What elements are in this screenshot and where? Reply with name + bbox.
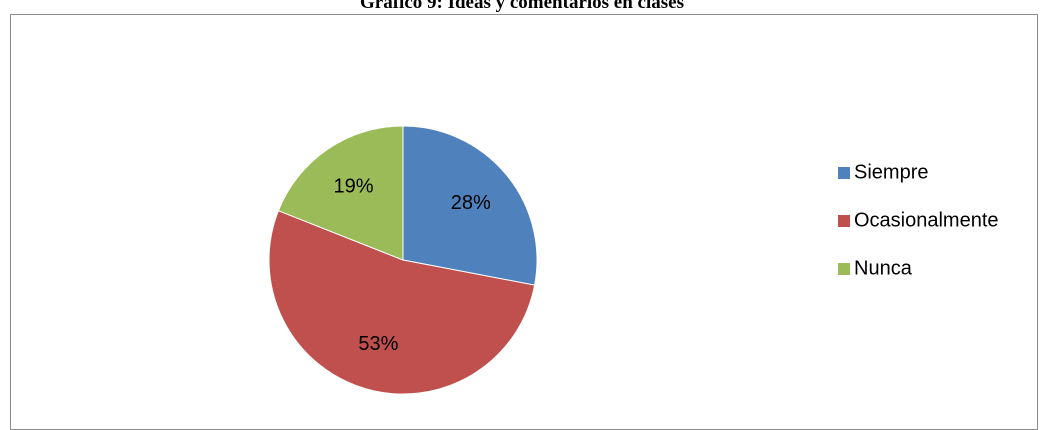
chart-legend: Siempre Ocasionalmente Nunca bbox=[838, 161, 999, 279]
pie-slice-ocasionalmente bbox=[268, 210, 536, 395]
legend-swatch-nunca bbox=[838, 263, 850, 275]
legend-swatch-siempre bbox=[838, 167, 850, 179]
pie-slices bbox=[268, 125, 538, 395]
data-label-nunca: 19% bbox=[334, 175, 374, 197]
data-label-siempre: 28% bbox=[451, 192, 491, 214]
pie-slice-siempre bbox=[402, 125, 538, 286]
legend-label-ocasionalmente: Ocasionalmente bbox=[854, 209, 999, 231]
pie-slice-nunca bbox=[277, 125, 404, 261]
legend-swatch-ocasionalmente bbox=[838, 215, 850, 227]
legend-label-siempre: Siempre bbox=[854, 161, 928, 183]
data-label-ocasionalmente: 53% bbox=[358, 333, 398, 355]
pie-slice-labels: 28% 53% 19% bbox=[334, 175, 492, 354]
legend-label-nunca: Nunca bbox=[854, 257, 913, 279]
chart-title: Gráfico 9: Ideas y comentarios en clases bbox=[360, 0, 684, 13]
